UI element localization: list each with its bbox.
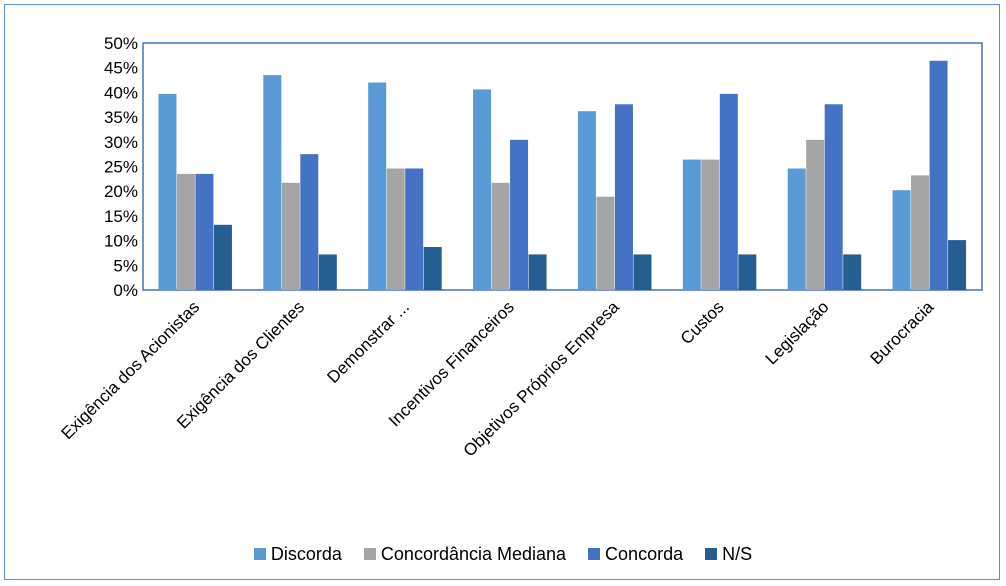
bar: [368, 82, 387, 291]
y-tick-label: 0%: [113, 281, 138, 300]
bar: [318, 254, 337, 290]
bar: [719, 93, 738, 291]
legend-swatch: [705, 548, 718, 560]
plot-area: [142, 42, 983, 291]
legend: Discorda Concordância Mediana Concorda N/S: [0, 542, 1006, 566]
legend-swatch: [363, 548, 376, 560]
legend-item: Concordância Mediana: [363, 543, 567, 565]
bar: [510, 139, 529, 290]
y-tick-label: 10%: [104, 232, 138, 251]
bar: [701, 159, 720, 290]
bar: [787, 168, 806, 290]
legend-item: Concorda: [588, 544, 683, 565]
bar: [263, 75, 282, 290]
legend-label: N/S: [722, 543, 753, 564]
legend-swatch: [253, 548, 266, 560]
bar: [386, 168, 405, 290]
y-tick-label: 25%: [104, 158, 138, 177]
y-tick-label: 5%: [113, 256, 138, 275]
legend-label: Concordância Mediana: [380, 543, 567, 564]
bar: [423, 247, 442, 290]
bar: [176, 173, 195, 290]
y-tick-label: 45%: [104, 59, 138, 78]
bar: [948, 240, 967, 290]
y-tick-label: 30%: [104, 133, 138, 152]
x-category-label: Legislação: [762, 297, 833, 368]
bar: [528, 254, 547, 290]
bar: [213, 224, 232, 290]
bar: [682, 159, 701, 290]
bar: [473, 89, 492, 290]
bar: [843, 254, 862, 290]
x-category-label: Demonstrar ...: [323, 297, 413, 387]
legend-item: Discorda: [253, 543, 342, 565]
bar: [738, 254, 757, 290]
bar: [300, 154, 319, 290]
bar: [929, 60, 948, 291]
bar: [281, 182, 300, 290]
bar: [195, 173, 214, 290]
y-tick-label: 50%: [104, 34, 138, 53]
bar: [806, 139, 825, 290]
legend-swatch: [588, 548, 601, 560]
y-tick-label: 20%: [104, 182, 138, 201]
bar: [911, 175, 930, 290]
bar: [614, 104, 633, 290]
y-tick-label: 15%: [104, 207, 138, 226]
bar: [491, 182, 510, 290]
legend-label: Discorda: [270, 543, 342, 564]
y-tick-label: 40%: [104, 83, 138, 102]
legend-label: Concorda: [605, 543, 684, 564]
bar: [824, 104, 843, 290]
x-category-label: Burocracia: [866, 297, 937, 368]
bar: [405, 168, 424, 290]
bar: [577, 111, 596, 290]
legend-item: N/S: [705, 544, 752, 565]
bar: [158, 93, 177, 291]
x-category-label: Custos: [677, 297, 728, 348]
y-tick-label: 35%: [104, 108, 138, 127]
bar: [596, 196, 615, 290]
bar: [892, 190, 911, 290]
bar: [633, 254, 652, 290]
